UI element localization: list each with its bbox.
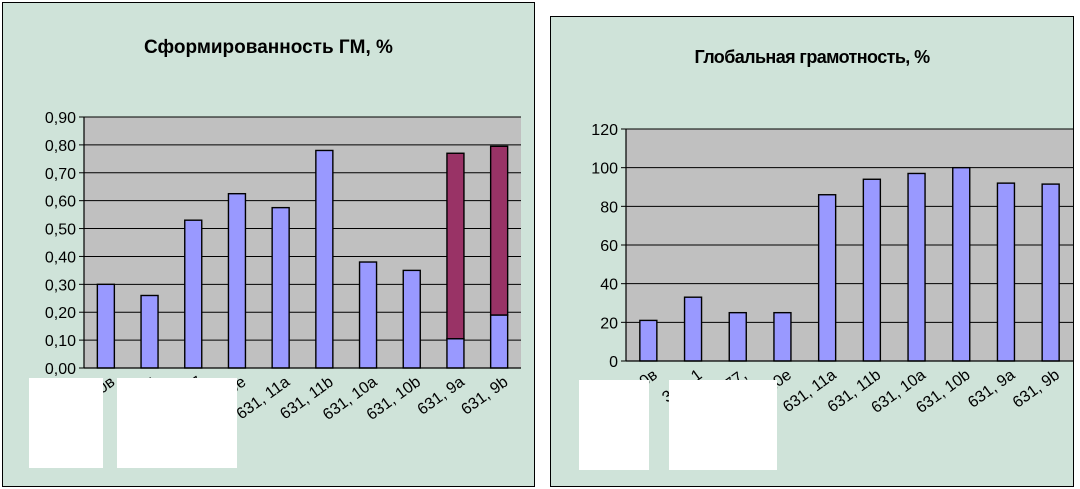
right-bar-1: [683, 296, 703, 362]
right-bar-6: [907, 172, 926, 362]
left-bar-7: [402, 269, 421, 369]
right-bar-2: [728, 311, 747, 362]
left-y-tick-label: 0,90: [45, 110, 76, 127]
left-bar-0: [96, 283, 116, 369]
right-y-tick-label: 60: [600, 238, 618, 255]
left-label-mask: [117, 378, 237, 468]
chart-right-svg: 020406080100120244, 10в331, 1177,ЦВР, 10…: [579, 122, 1073, 470]
left-y-tick-label: 0,60: [45, 194, 76, 211]
left-bar-6: [358, 261, 378, 369]
right-bar-4: [817, 194, 837, 362]
left-bar-9: [489, 314, 509, 369]
chart-panel-right: Глобальная грамотность, % 0 20 40 60 80 100 12…: [550, 16, 1074, 487]
right-y-tick-label: 120: [591, 122, 618, 139]
right-y-tick-label: 80: [600, 199, 618, 216]
right-bar-7: [952, 166, 971, 362]
chart-panel-left: Сформированность ГМ, % 0,00 0,10 0,20 0,30 0…: [2, 2, 535, 487]
right-y-tick-label: 40: [600, 277, 618, 294]
left-bar-3: [227, 192, 247, 369]
right-y-tick-label: 100: [591, 161, 618, 178]
chart-title-left: Сформированность ГМ, %: [144, 37, 393, 58]
left-bar-8-s1: [446, 152, 465, 340]
right-label-mask: [579, 380, 649, 470]
left-bar-9-s1: [489, 145, 509, 316]
left-label-mask: [29, 378, 103, 468]
right-bar-3: [773, 311, 792, 362]
left-y-tick-label: 0,50: [45, 222, 76, 239]
right-bar-9: [1041, 183, 1060, 362]
right-category-label: 631, 9b: [1010, 366, 1063, 411]
right-label-mask: [669, 380, 777, 470]
right-category-label: 631, 9а: [965, 366, 1018, 411]
left-bar-5: [315, 149, 334, 369]
left-bar-2: [184, 219, 203, 369]
right-y-tick-label: 20: [600, 315, 618, 332]
right-y-tick-label: 0: [609, 354, 618, 371]
chart-left-svg: 0,00 0,10 0,20 0,30 0,40 0,50 0,60 0,70 0,80 0,90…: [29, 110, 521, 468]
left-y-tick-label: 0,70: [45, 166, 76, 183]
right-bar-0: [639, 319, 658, 362]
left-bar-4: [271, 206, 290, 369]
left-y-tick-label: 0,80: [45, 138, 76, 155]
left-y-tick-label: 0,10: [45, 333, 76, 350]
right-bar-5: [862, 178, 882, 362]
right-bar-8: [996, 182, 1016, 362]
left-category-label: 631, 9а: [415, 373, 468, 418]
chart-title-right: Глобальная грамотность, %: [694, 47, 931, 67]
left-y-tick-label: 0,20: [45, 305, 76, 322]
left-y-tick-label: 0,40: [45, 249, 76, 266]
left-bar-1: [140, 294, 159, 369]
left-category-label: 631, 9b: [458, 373, 511, 418]
left-y-tick-label: 0,00: [45, 361, 76, 378]
left-y-tick-label: 0,30: [45, 277, 76, 294]
left-bar-8: [446, 338, 465, 369]
